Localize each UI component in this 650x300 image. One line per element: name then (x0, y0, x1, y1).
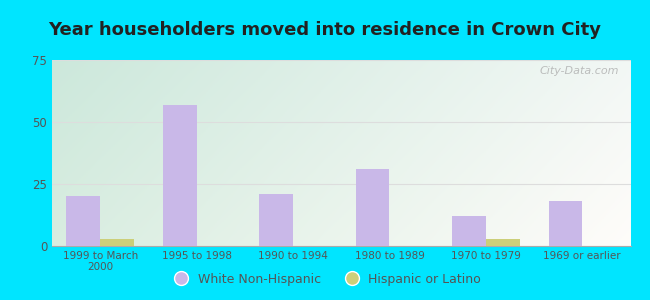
Bar (452, 216, 486, 246)
Bar (549, 201, 582, 246)
Bar (259, 194, 293, 246)
Text: Year householders moved into residence in Crown City: Year householders moved into residence i… (49, 21, 601, 39)
Bar (163, 105, 196, 246)
Bar (356, 169, 389, 246)
Text: City-Data.com: City-Data.com (540, 66, 619, 76)
Bar (100, 238, 134, 246)
Legend: White Non-Hispanic, Hispanic or Latino: White Non-Hispanic, Hispanic or Latino (164, 268, 486, 291)
Bar (66, 196, 100, 246)
Bar (486, 238, 519, 246)
